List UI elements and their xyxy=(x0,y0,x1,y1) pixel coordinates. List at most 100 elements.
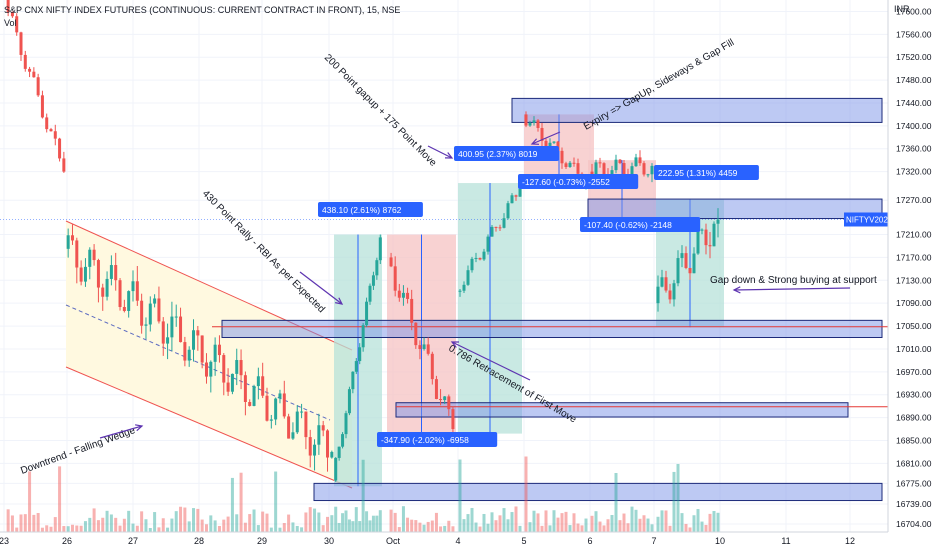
candle-body xyxy=(313,444,317,456)
volume-bar xyxy=(361,459,365,532)
y-tick-label: 17010.00 xyxy=(896,344,932,354)
volume-bar xyxy=(213,520,217,532)
y-tick-label: 17090.00 xyxy=(896,298,932,308)
candle-body xyxy=(434,379,438,399)
volume-bar xyxy=(140,511,144,532)
volume-bar xyxy=(418,522,422,532)
candle-body xyxy=(540,127,544,141)
x-tick-label: Oct xyxy=(386,536,401,546)
y-tick-label: 16930.00 xyxy=(896,390,932,400)
price-axis[interactable]: INR 16704.00 16739.00 16775.00 16810.00 16850… xyxy=(887,0,932,550)
candle-body xyxy=(45,117,49,130)
annotation-arrow xyxy=(299,271,343,305)
y-tick-label: 17210.00 xyxy=(896,230,932,240)
volume-bar xyxy=(426,521,430,532)
candle-body xyxy=(598,162,602,164)
candle-body xyxy=(222,355,226,383)
volume-bar xyxy=(696,509,700,532)
time-axis[interactable]: 23 26 27 28 29 30 Oct 4 5 6 7 10 11 12 xyxy=(0,531,888,546)
volume-bar xyxy=(692,515,696,532)
candle-body xyxy=(213,344,217,362)
series-tag: NIFTYV2022 xyxy=(846,215,893,224)
volume-bar xyxy=(626,523,630,532)
y-tick-label: 17480.00 xyxy=(896,75,932,85)
zone-17250 xyxy=(587,198,883,220)
volume-bar xyxy=(700,521,704,532)
candle-body xyxy=(88,249,92,267)
volume-bar xyxy=(430,520,434,532)
candle-body xyxy=(498,227,502,229)
volume-bar xyxy=(256,525,260,532)
volume-bar xyxy=(410,519,414,532)
candle-body xyxy=(23,54,27,69)
candle-body xyxy=(196,330,200,336)
y-tick-label: 17560.00 xyxy=(896,29,932,39)
y-tick-label: 16739.00 xyxy=(896,499,932,509)
annotation-arrow xyxy=(99,425,143,439)
volume-bar xyxy=(36,513,40,532)
x-tick-label: 11 xyxy=(781,536,790,546)
volume-bar xyxy=(101,517,105,532)
volume-bar xyxy=(334,506,338,532)
candle-body xyxy=(572,162,576,164)
candle-body xyxy=(351,371,355,390)
candle-body xyxy=(680,253,684,259)
candle-body xyxy=(347,389,351,414)
candle-body xyxy=(506,203,510,219)
candle-body xyxy=(15,16,19,33)
candle-body xyxy=(127,291,131,311)
candle-body xyxy=(426,344,430,354)
candle-body xyxy=(462,284,466,291)
candle-body xyxy=(443,396,447,401)
volume-bar xyxy=(114,517,118,532)
volume-bar xyxy=(650,524,654,532)
candle-body xyxy=(200,335,204,363)
candle-body xyxy=(389,257,393,267)
y-tick-label: 17170.00 xyxy=(896,252,932,262)
candle-body xyxy=(510,195,514,204)
series-tag-bg xyxy=(844,212,888,227)
volume-bar xyxy=(688,527,692,532)
y-tick-label: 16810.00 xyxy=(896,458,932,468)
volume-bar xyxy=(375,515,379,532)
volume-bar xyxy=(401,506,405,532)
candle-body xyxy=(646,174,650,176)
x-tick-label: 4 xyxy=(455,536,460,546)
volume-bar xyxy=(656,516,660,532)
volume-bar xyxy=(606,519,610,532)
candle-body xyxy=(696,230,700,254)
candle-body xyxy=(282,393,286,417)
candle-body xyxy=(410,298,414,323)
volume-bar xyxy=(646,518,650,532)
y-tick-label: 17520.00 xyxy=(896,52,932,62)
candle-body xyxy=(552,141,556,143)
candle-body xyxy=(466,270,470,285)
candle-body xyxy=(40,95,44,118)
volume-bar xyxy=(482,513,486,532)
volume-bar xyxy=(265,513,269,532)
volume-bar xyxy=(317,512,321,532)
volume-bar xyxy=(209,515,213,532)
x-tick-label: 26 xyxy=(62,536,72,546)
volume-bar xyxy=(451,526,455,532)
volume-bar xyxy=(378,510,382,532)
volume-bar xyxy=(434,512,438,532)
y-tick-label: 17440.00 xyxy=(896,98,932,108)
volume-bar xyxy=(708,513,712,532)
y-tick-label: 17360.00 xyxy=(896,144,932,154)
volume-bar xyxy=(638,518,642,532)
volume-bar xyxy=(196,508,200,532)
x-tick-label: 12 xyxy=(845,536,855,546)
candle-body xyxy=(239,360,243,376)
candle-body xyxy=(638,157,642,164)
candle-body xyxy=(716,219,720,224)
x-tick-label: 27 xyxy=(128,536,138,546)
volume-bar xyxy=(716,512,720,532)
volume-bar xyxy=(92,508,96,532)
volume-bar xyxy=(598,521,602,532)
candle-body xyxy=(602,163,606,175)
candle-body xyxy=(704,229,708,246)
volume-bar xyxy=(274,471,278,532)
